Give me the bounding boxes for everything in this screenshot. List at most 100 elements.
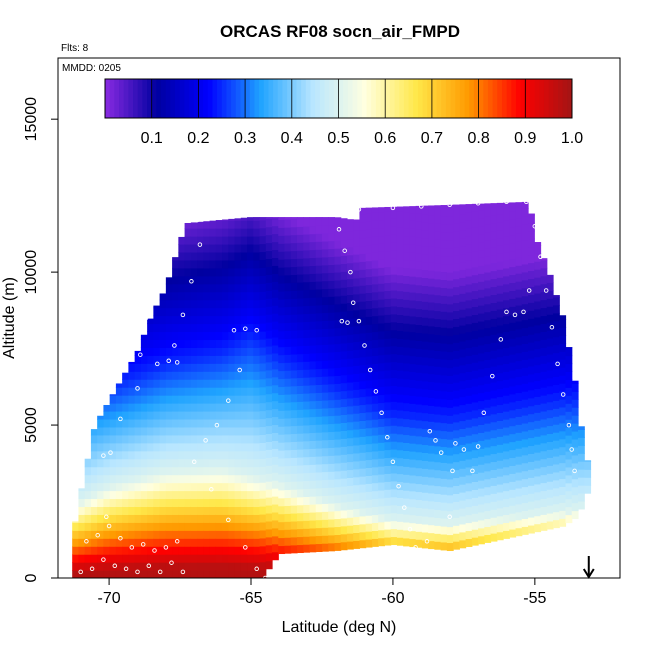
heatmap-cell [490, 254, 498, 264]
heatmap-cell [465, 355, 473, 365]
colorbar-swatch [156, 79, 162, 118]
heatmap-cell [459, 380, 467, 390]
heatmap-cell [403, 299, 410, 308]
heatmap-cell [515, 368, 523, 378]
heatmap-cell [434, 429, 442, 439]
heatmap-cell [365, 427, 373, 437]
heatmap-cell [534, 436, 542, 445]
heatmap-cell [240, 315, 248, 325]
heatmap-cell [278, 306, 286, 316]
heatmap-cell [359, 332, 367, 342]
heatmap-cell [434, 390, 442, 399]
heatmap-cell [222, 307, 229, 317]
heatmap-cell [259, 442, 267, 451]
heatmap-cell [122, 466, 129, 476]
heatmap-cell [390, 441, 398, 450]
heatmap-cell [534, 388, 542, 397]
heatmap-cell [178, 363, 186, 372]
heatmap-cell [553, 368, 560, 378]
heatmap-cell [147, 347, 154, 356]
heatmap-cell [471, 497, 479, 506]
heatmap-cell [103, 482, 111, 492]
colorbar-swatch [147, 79, 153, 118]
heatmap-cell [215, 562, 223, 571]
heatmap-cell [409, 212, 417, 221]
heatmap-cell [228, 538, 236, 547]
heatmap-cell [265, 473, 273, 482]
heatmap-cell [203, 450, 211, 460]
heatmap-cell [553, 304, 560, 314]
heatmap-cell [371, 307, 379, 317]
heatmap-cell [203, 442, 211, 452]
heatmap-cell [103, 562, 111, 571]
track-point [450, 468, 455, 474]
heatmap-cell [465, 395, 473, 404]
heatmap-cell [428, 508, 435, 518]
heatmap-cell [309, 416, 317, 426]
heatmap-cell [396, 425, 404, 435]
heatmap-cell [421, 253, 429, 263]
heatmap-cell [540, 275, 548, 285]
heatmap-cell [184, 275, 192, 285]
heatmap-cell [140, 530, 148, 539]
heatmap-cell [228, 218, 236, 221]
heatmap-cell [478, 225, 485, 235]
heatmap-cell [215, 387, 223, 396]
heatmap-cell [165, 363, 173, 372]
heatmap-cell [284, 417, 292, 427]
heatmap-cell [265, 433, 273, 442]
heatmap-cell [553, 440, 560, 449]
heatmap-cell [203, 426, 211, 436]
heatmap-cell [378, 211, 386, 221]
heatmap-cell [378, 299, 386, 308]
heatmap-cell [384, 242, 392, 252]
colorbar-swatch [165, 79, 171, 118]
colorbar-swatch [184, 79, 190, 118]
heatmap-cell [309, 432, 317, 441]
heatmap-cell [128, 361, 136, 364]
heatmap-cell [559, 383, 567, 392]
heatmap-cell [365, 435, 373, 445]
heatmap-cell [396, 346, 404, 355]
heatmap-cell [446, 280, 454, 289]
heatmap-cell [409, 379, 417, 388]
heatmap-cell [97, 554, 105, 563]
heatmap-cell [296, 226, 304, 235]
track-point [390, 205, 396, 211]
heatmap-cell [303, 448, 311, 458]
heatmap-cell [378, 307, 386, 316]
heatmap-cell [534, 316, 542, 326]
heatmap-cell [465, 474, 473, 484]
heatmap-cell [340, 470, 348, 479]
heatmap-cell [453, 397, 460, 407]
heatmap-cell [109, 395, 117, 404]
heatmap-cell [184, 426, 192, 436]
heatmap-cell [534, 452, 542, 461]
heatmap-cell [390, 528, 398, 538]
heatmap-cell [546, 457, 554, 466]
heatmap-cell [215, 267, 223, 277]
colorbar-swatch [487, 79, 494, 118]
heatmap-cell [296, 456, 304, 466]
heatmap-cell [346, 230, 354, 240]
heatmap-cell [109, 498, 117, 508]
heatmap-cell [346, 254, 354, 264]
track-point [396, 483, 401, 489]
heatmap-cell [340, 422, 348, 431]
heatmap-cell [172, 307, 179, 317]
heatmap-cell [515, 448, 523, 457]
heatmap-cell [190, 243, 198, 253]
heatmap-cell [546, 401, 554, 411]
heatmap-cell [478, 265, 485, 274]
heatmap-cell [190, 546, 198, 555]
heatmap-cell [434, 238, 442, 248]
heatmap-cell [309, 440, 317, 449]
heatmap-cell [440, 533, 448, 543]
heatmap-cell [484, 423, 492, 432]
heatmap-cell [253, 434, 261, 444]
heatmap-cell [190, 307, 198, 317]
heatmap-cell [247, 299, 254, 309]
heatmap-cell [378, 402, 386, 411]
heatmap-cell [303, 337, 311, 346]
heatmap-cell [390, 242, 398, 251]
